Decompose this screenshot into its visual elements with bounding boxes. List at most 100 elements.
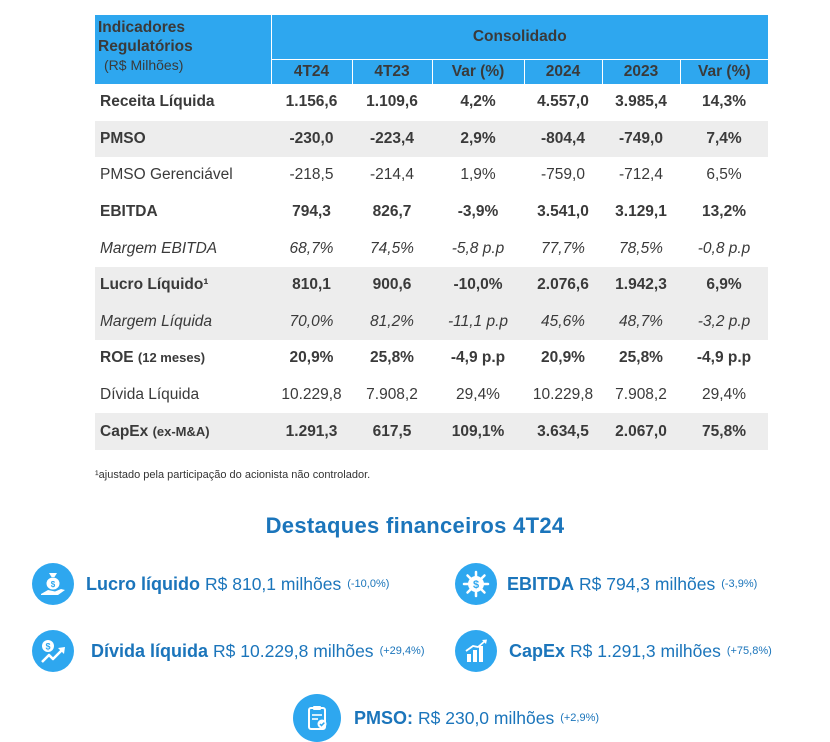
table-row: PMSO -230,0 -223,4 2,9% -804,4 -749,0 7,4%: [95, 120, 769, 158]
table-cell: 81,2%: [352, 303, 432, 341]
row-label: PMSO Gerenciável: [95, 157, 271, 194]
table-cell: 70,0%: [271, 303, 352, 341]
table-cell: 109,1%: [432, 413, 524, 450]
highlight-divida-liquida: $ Dívida líquida R$ 10.229,8 milhões (+2…: [32, 630, 425, 672]
table-cell: 6,5%: [706, 166, 742, 184]
table-cell: 794,3: [292, 203, 331, 221]
column-header: 4T23: [351, 59, 432, 84]
highlight-ebitda: $ EBITDA R$ 794,3 milhões (-3,9%): [455, 563, 757, 605]
table-row: PMSO Gerenciável -218,5 -214,4 1,9% -759,0 -7…: [95, 157, 768, 194]
table-cell: 6,9%: [680, 266, 769, 304]
table-title: Indicadores Regulatórios (R$ Milhões): [95, 15, 271, 84]
highlight-value: R$ 1.291,3 milhões: [570, 640, 721, 661]
table-cell: 14,3%: [702, 93, 746, 111]
bar-chart-icon: [455, 630, 497, 672]
highlight-value: R$ 10.229,8 milhões: [213, 640, 374, 661]
table-cell: -4,9 p.p: [450, 349, 506, 367]
table-cell: 68,7%: [289, 239, 334, 257]
table-cell: 78,5%: [619, 239, 663, 257]
table-cell: 1.291,3: [271, 413, 352, 450]
table-cell: 3.634,5: [524, 413, 602, 450]
highlight-value: R$ 810,1 milhões: [205, 573, 342, 594]
highlights-title: Destaques financeiros 4T24: [265, 513, 565, 538]
indicators-table: Indicadores Regulatórios (R$ Milhões) Co…: [95, 15, 769, 450]
table-cell: 2.067,0: [602, 413, 680, 450]
table-cell: 4,2%: [460, 93, 496, 111]
row-label-suffix: (12 meses): [137, 350, 206, 366]
table-cell: -223,4: [352, 120, 432, 158]
money-bag-hand-icon: $: [32, 563, 74, 605]
column-header: 4T24: [270, 59, 352, 84]
table-cell: 1,9%: [460, 166, 496, 184]
table-cell: 48,7%: [602, 303, 680, 341]
highlight-name: EBITDA: [507, 573, 574, 594]
table-cell: -218,5: [289, 166, 334, 184]
table-cell: -10,0%: [432, 266, 524, 304]
svg-text:$: $: [51, 580, 56, 589]
table-cell: -804,4: [524, 120, 602, 158]
row-label: Margem EBITDA: [95, 230, 271, 267]
table-cell: -749,0: [602, 120, 680, 158]
table-cell: -5,8 p.p: [451, 239, 505, 257]
table-row: Receita Líquida 1.156,6 1.109,6 4,2% 4.557,0…: [95, 84, 768, 121]
table-cell: 826,7: [372, 203, 412, 221]
highlight-value: R$ 794,3 milhões: [579, 573, 716, 594]
table-header-row-1: Indicadores Regulatórios (R$ Milhões) Co…: [95, 15, 769, 84]
row-label: Receita Líquida: [95, 84, 271, 121]
table-cell: -11,1 p.p: [432, 303, 524, 341]
table-cell: -214,4: [370, 166, 414, 184]
table-cell: 1.109,6: [366, 93, 418, 111]
table-cell: 900,6: [352, 266, 432, 304]
table-cell: 3.541,0: [537, 203, 589, 221]
table-cell: 3.985,4: [615, 93, 667, 111]
table-cell: -4,9 p.p: [696, 349, 752, 367]
row-label: PMSO: [95, 120, 271, 158]
table-cell: 77,7%: [541, 239, 585, 257]
table-row: Margem EBITDA 68,7% 74,5% -5,8 p.p 77,7% 78,5…: [95, 230, 768, 267]
table-row: ROE (12 meses) 20,9% 25,8% -4,9 p.p 20,9% 25,…: [95, 340, 768, 377]
highlight-change: (+29,4%): [379, 645, 425, 657]
table-cell: 25,8%: [370, 349, 414, 367]
highlight-change: (-3,9%): [721, 578, 758, 590]
table-cell: -3,2 p.p: [680, 303, 769, 341]
table-cell: 13,2%: [702, 203, 746, 221]
row-label-suffix: (ex-M&A): [152, 423, 210, 439]
clipboard-check-icon: [293, 694, 341, 742]
row-label-text: Dívida Líquida: [100, 386, 200, 404]
table-cell: -3,9%: [457, 203, 499, 221]
row-label-text: PMSO Gerenciável: [100, 166, 233, 184]
table-cell: 10.229,8: [281, 386, 342, 404]
table-cell: 29,4%: [702, 386, 746, 404]
table-cell: 45,6%: [524, 303, 602, 341]
highlight-pmso: PMSO: R$ 230,0 milhões (+2,9%): [293, 694, 599, 742]
table-cell: 7.908,2: [615, 386, 667, 404]
dollar-gear-icon: $: [455, 563, 497, 605]
row-label: Margem Líquida: [95, 303, 271, 341]
row-label-text: Receita Líquida: [100, 93, 215, 111]
row-label: EBITDA: [95, 194, 271, 231]
table-title-line2: Regulatórios: [98, 38, 193, 55]
table-cell: 20,9%: [289, 349, 334, 367]
row-label-text: Margem EBITDA: [100, 239, 218, 257]
table-cell: 20,9%: [541, 349, 585, 367]
row-label-text: EBITDA: [100, 203, 158, 221]
highlight-lucro-liquido: $ Lucro líquido R$ 810,1 milhões (-10,0%…: [32, 563, 389, 605]
highlight-name: CapEx: [509, 640, 566, 661]
table-cell: 810,1: [271, 266, 352, 304]
table-cell: 4.557,0: [537, 93, 589, 111]
consolidado-header: Consolidado: [270, 15, 769, 60]
column-header: 2023: [601, 59, 680, 84]
row-label: Dívida Líquida: [95, 377, 271, 414]
row-label: CapEx (ex-M&A): [95, 413, 271, 450]
highlight-change: (+2,9%): [560, 712, 600, 724]
table-cell: -712,4: [619, 166, 663, 184]
highlight-name: PMSO:: [354, 707, 414, 728]
table-cell: 1.942,3: [602, 266, 680, 304]
table-cell: 25,8%: [619, 349, 663, 367]
table-cell: 29,4%: [456, 386, 500, 404]
footnote: ¹ajustado pela participação do acionista…: [95, 469, 371, 481]
highlight-change: (-10,0%): [347, 578, 390, 590]
column-header: Var (%): [431, 59, 524, 84]
highlight-value: R$ 230,0 milhões: [418, 707, 555, 728]
table-row: Dívida Líquida 10.229,8 7.908,2 29,4% 10.229…: [95, 377, 768, 414]
